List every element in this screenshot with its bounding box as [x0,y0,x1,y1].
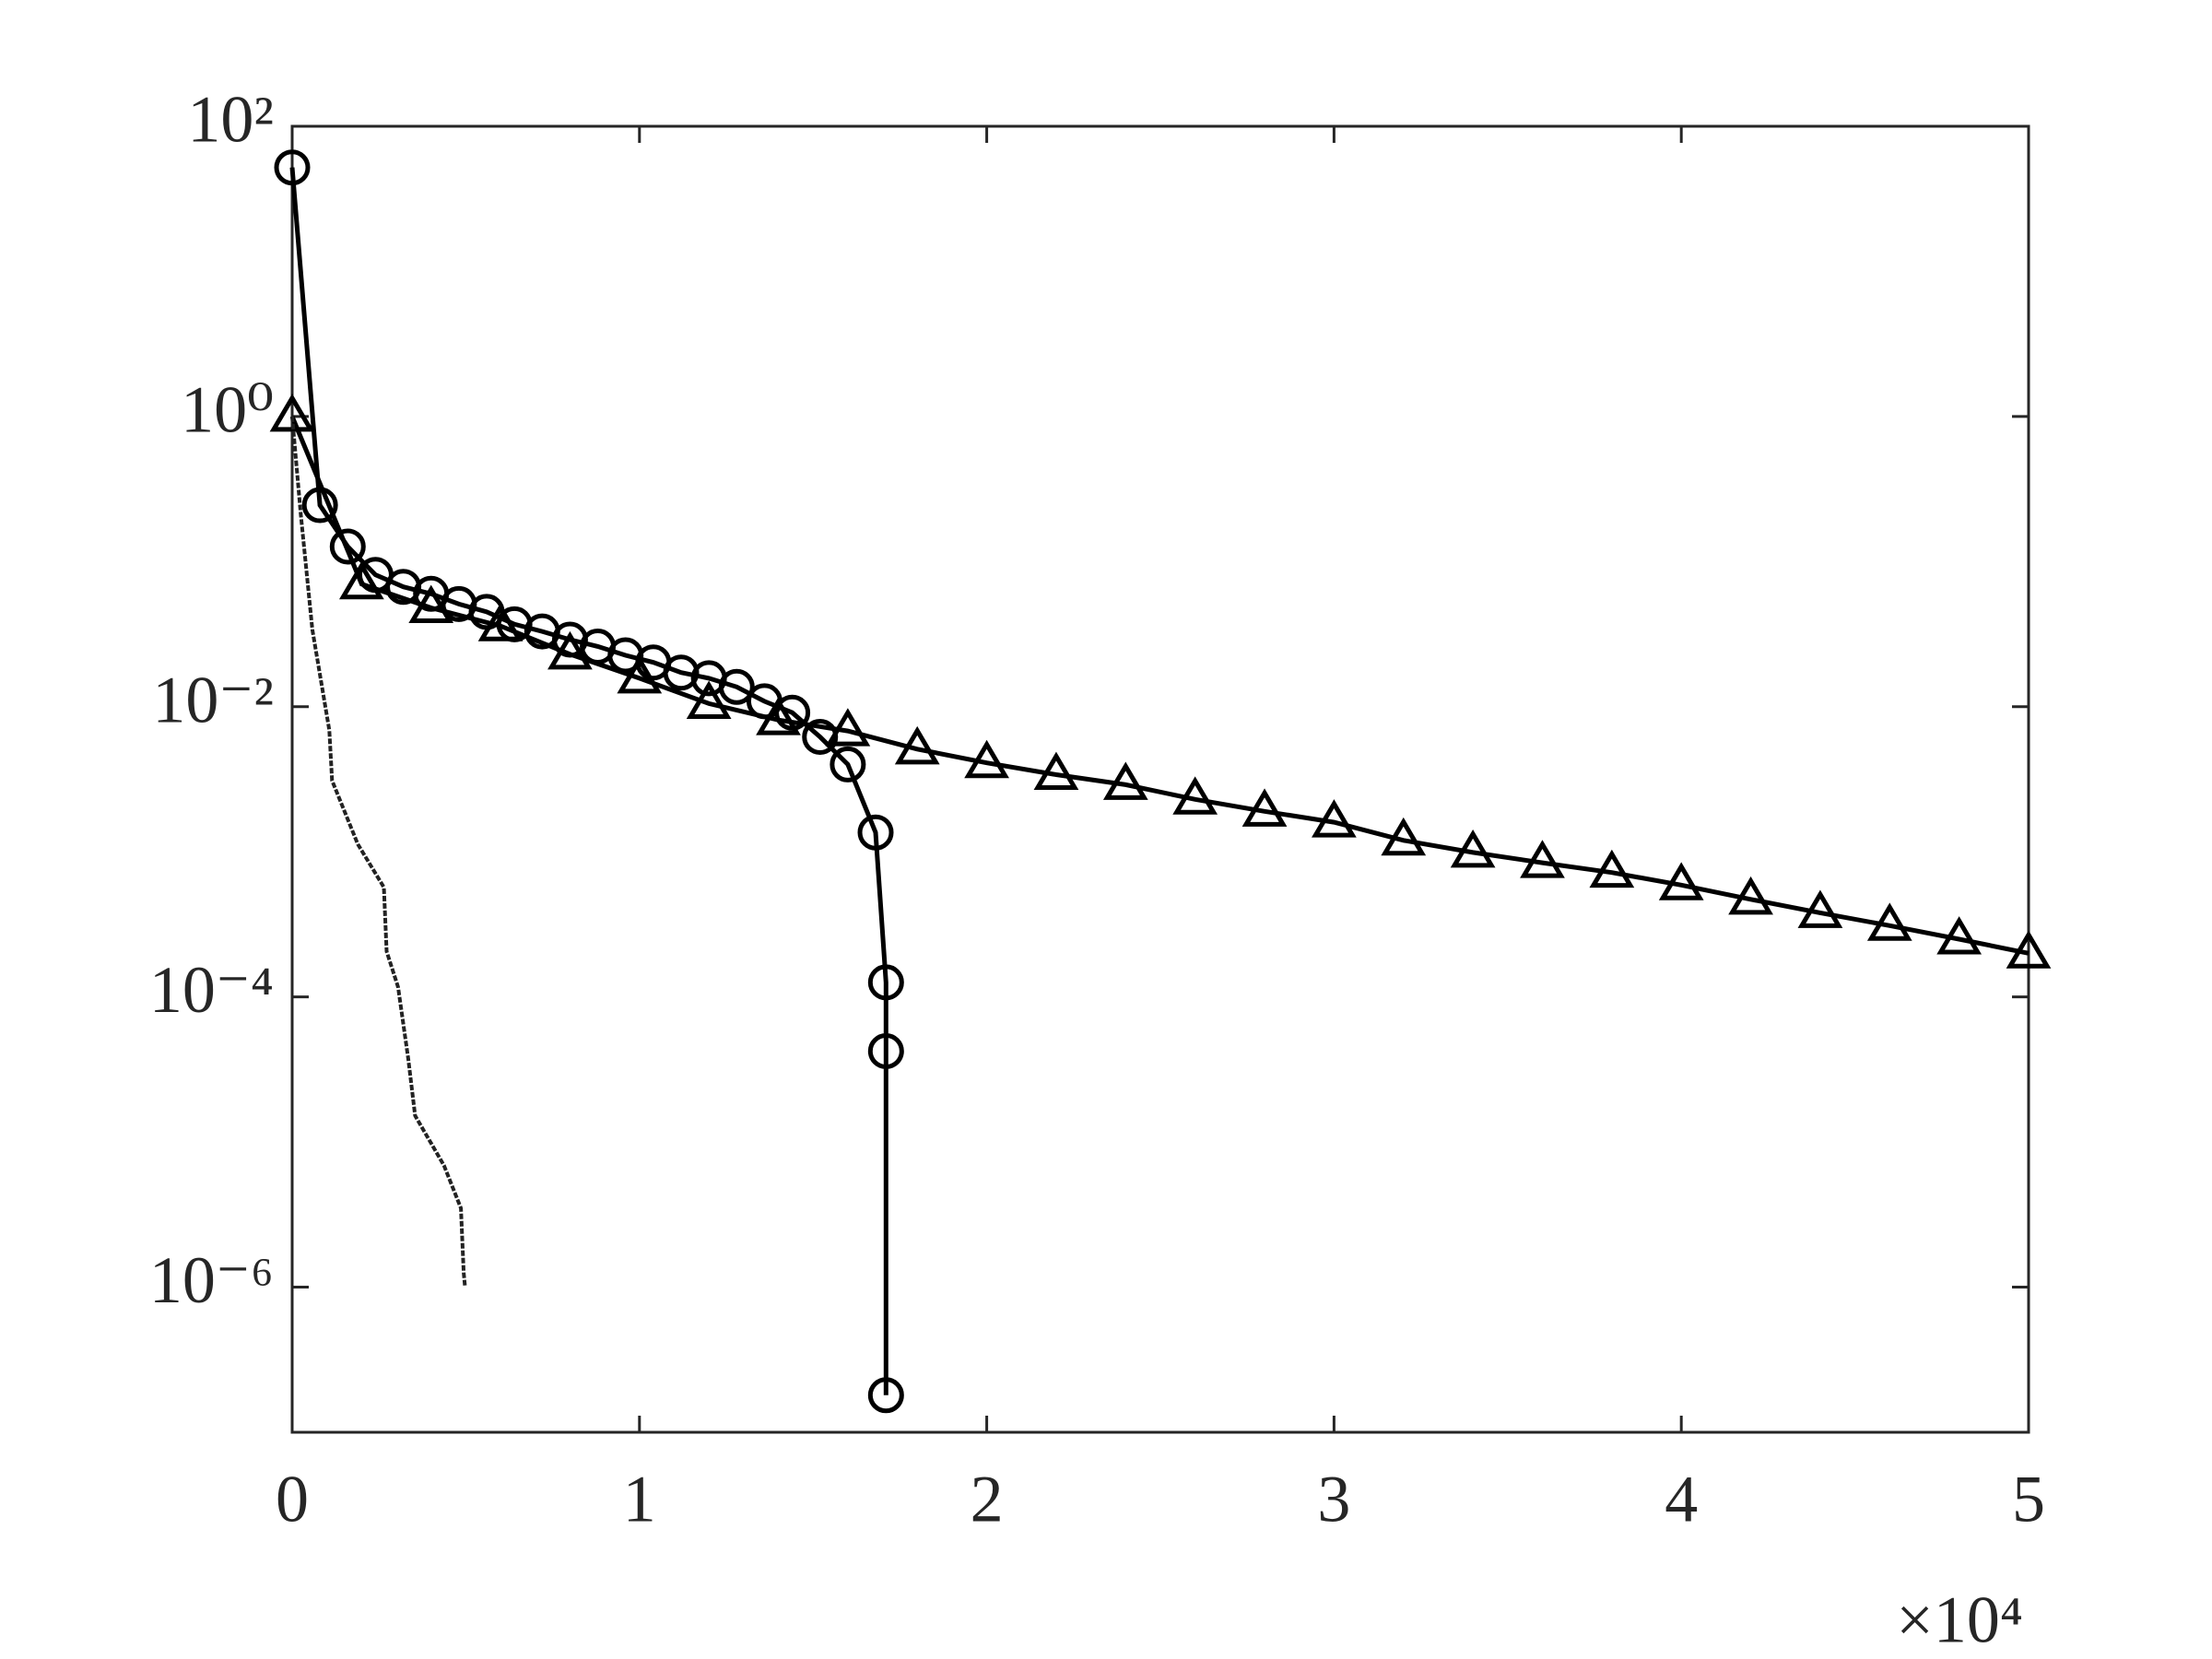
x-tick-label: 5 [2012,1463,2045,1536]
triangle-marker [686,680,732,719]
triangle-marker [1728,876,1773,915]
y-tick-label: 10⁻⁴ [149,953,274,1027]
plot-area [290,124,2030,1434]
triangle-marker [1381,817,1427,856]
triangle-marker [1866,902,1912,941]
triangle-marker [894,725,940,765]
circle-marker [301,487,338,524]
triangle-marker [1241,788,1288,827]
triangle-marker [1450,829,1496,868]
y-tick-label: 10⁻⁶ [149,1243,274,1317]
triangle-marker [825,708,871,747]
circle-marker [718,668,755,705]
circle-marker [857,814,894,851]
x-multiplier: ×10⁴ [1896,1583,2023,1657]
circle-marker [274,149,311,186]
triangle-marker [1172,776,1218,815]
y-tick-label: 10² [187,83,274,157]
y-tick-label: 10⁰ [181,372,274,446]
x-tick-label: 0 [276,1463,309,1536]
y-tick-label: 10⁻² [152,663,274,736]
circle-marker [329,528,366,565]
triangle-marker [1033,751,1079,791]
circle-marker [774,694,811,731]
triangle-marker [1102,761,1148,800]
triangle-marker [2006,930,2052,969]
series-line [289,167,888,1395]
triangle-marker [1312,799,1357,838]
triangle-marker [964,739,1009,779]
x-tick-label: 2 [971,1463,1004,1536]
circle-marker [867,964,904,1001]
triangle-marker [1936,916,1983,955]
circle-marker [830,746,866,782]
circle-marker [867,1032,904,1069]
x-tick-label: 1 [623,1463,656,1536]
triangle-marker [1797,889,1843,928]
x-tick-label: 3 [1317,1463,1350,1536]
circle-marker [802,718,839,755]
triangle-marker [1589,849,1635,888]
circle-marker [867,1377,904,1414]
x-tick-label: 4 [1665,1463,1698,1536]
triangle-marker [1658,862,1704,900]
triangle-marker [338,560,384,600]
series-line [290,416,467,1288]
triangle-marker [1520,840,1565,878]
